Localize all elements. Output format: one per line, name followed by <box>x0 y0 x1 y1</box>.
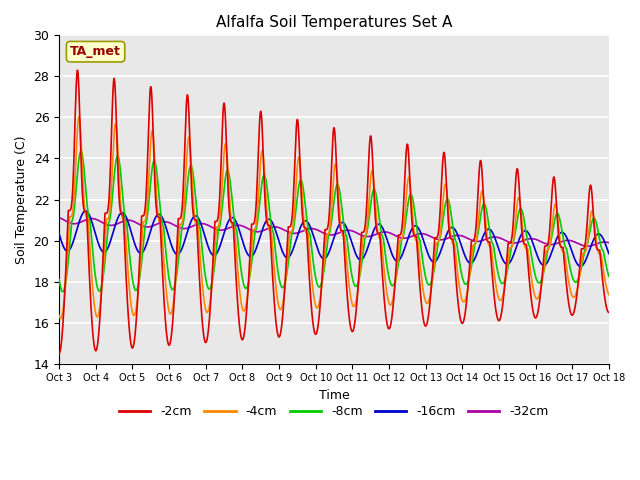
-8cm <box>77 148 85 154</box>
-4cm <box>55 312 63 318</box>
-8cm <box>605 274 612 279</box>
Legend: -2cm, -4cm, -8cm, -16cm, -32cm: -2cm, -4cm, -8cm, -16cm, -32cm <box>114 400 554 423</box>
-32cm <box>595 240 602 246</box>
-2cm <box>151 175 159 181</box>
-4cm <box>266 228 274 234</box>
-8cm <box>266 215 274 221</box>
-2cm <box>55 350 63 356</box>
Line: -4cm: -4cm <box>59 117 609 319</box>
-16cm <box>55 231 63 237</box>
-2cm <box>118 212 126 217</box>
-8cm <box>595 230 602 236</box>
-8cm <box>118 187 126 193</box>
-4cm <box>536 293 543 299</box>
-32cm <box>55 215 63 220</box>
-16cm <box>595 231 602 237</box>
-8cm <box>291 221 298 227</box>
-16cm <box>151 216 159 222</box>
-2cm <box>535 302 543 308</box>
-4cm <box>118 215 126 220</box>
-32cm <box>584 243 591 249</box>
-32cm <box>266 225 274 231</box>
-2cm <box>266 228 274 233</box>
-16cm <box>605 251 612 256</box>
-32cm <box>150 222 158 228</box>
Line: -32cm: -32cm <box>59 217 609 246</box>
-16cm <box>82 208 90 214</box>
-4cm <box>595 250 602 255</box>
X-axis label: Time: Time <box>319 389 349 402</box>
-4cm <box>75 114 83 120</box>
-16cm <box>290 244 298 250</box>
-4cm <box>151 159 159 165</box>
-8cm <box>151 158 159 164</box>
-8cm <box>55 276 63 282</box>
Line: -8cm: -8cm <box>59 151 609 292</box>
-16cm <box>577 264 584 269</box>
-8cm <box>536 280 543 286</box>
-16cm <box>535 257 543 263</box>
-32cm <box>605 240 612 246</box>
Title: Alfalfa Soil Temperatures Set A: Alfalfa Soil Temperatures Set A <box>216 15 452 30</box>
-2cm <box>605 310 612 315</box>
-16cm <box>118 210 126 216</box>
Line: -16cm: -16cm <box>59 211 609 266</box>
-2cm <box>290 180 298 186</box>
-32cm <box>535 238 543 243</box>
-32cm <box>118 219 125 225</box>
-8cm <box>59 289 67 295</box>
Text: TA_met: TA_met <box>70 45 121 58</box>
-16cm <box>266 217 274 223</box>
Line: -2cm: -2cm <box>59 70 609 353</box>
-4cm <box>57 316 65 322</box>
-32cm <box>290 230 298 236</box>
-4cm <box>605 292 612 298</box>
-2cm <box>595 247 602 253</box>
Y-axis label: Soil Temperature (C): Soil Temperature (C) <box>15 135 28 264</box>
-2cm <box>74 67 81 73</box>
-4cm <box>291 212 298 217</box>
